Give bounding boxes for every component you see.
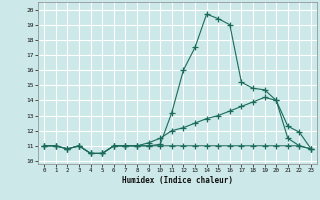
- X-axis label: Humidex (Indice chaleur): Humidex (Indice chaleur): [122, 176, 233, 185]
